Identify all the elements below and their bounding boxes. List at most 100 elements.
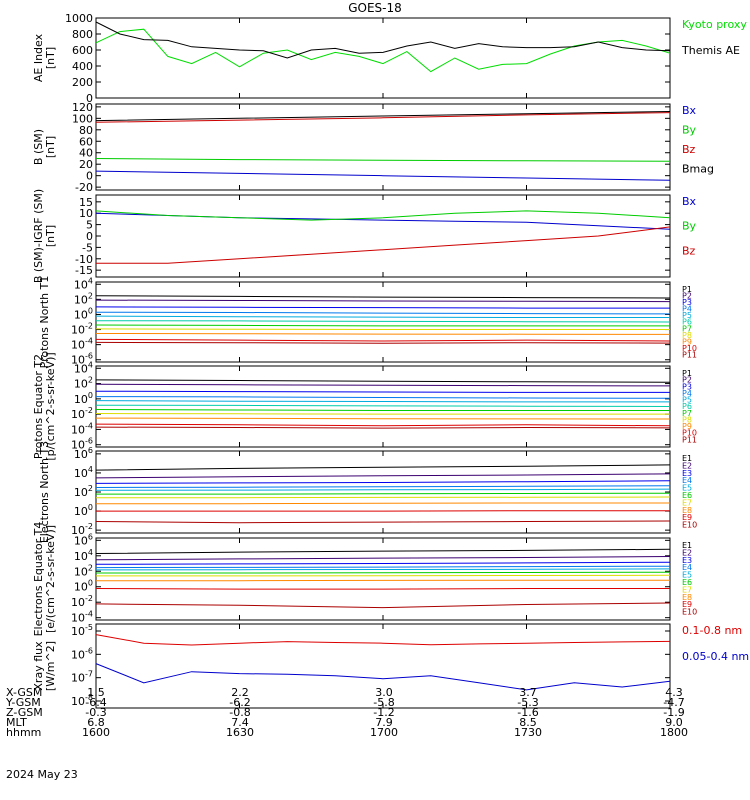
footer-value: 1700	[370, 726, 398, 739]
series-line	[95, 306, 670, 309]
legend-entry: P9	[682, 422, 692, 431]
y-tick-label: 106	[74, 446, 93, 461]
footer-value: -4.7	[663, 696, 685, 709]
footer-value: 1800	[660, 726, 688, 739]
footer-value: 2.2	[231, 686, 249, 699]
series-line	[95, 210, 671, 221]
y-tick-label: 100	[72, 112, 93, 125]
series-line	[95, 21, 671, 59]
y-tick-label: 600	[72, 44, 93, 57]
legend-entry: P5	[682, 311, 692, 320]
series-line	[95, 663, 671, 691]
series-line	[95, 480, 671, 484]
footer-value: -6.2	[229, 696, 251, 709]
legend-entry: By	[682, 124, 697, 137]
series-line	[95, 548, 671, 554]
y-tick-label: 120	[72, 101, 93, 114]
y-tick-label: 10-7	[71, 670, 93, 685]
y-tick-label: -5	[82, 241, 93, 254]
legend-entry: P7	[682, 409, 692, 418]
legend-entry: Kyoto proxy AE	[682, 18, 750, 31]
series-line	[96, 571, 671, 574]
legend-entry: E3	[682, 469, 692, 478]
y-tick-label: 10-2	[71, 406, 93, 421]
y-tick-label: 104	[74, 276, 93, 291]
series-line	[95, 324, 670, 327]
series-line	[95, 320, 671, 323]
legend-entry: P7	[682, 324, 692, 333]
series-line	[96, 226, 671, 264]
series-line	[95, 602, 671, 609]
legend-entry: By	[682, 220, 697, 233]
series-line	[95, 112, 671, 123]
legend-entry: E7	[682, 498, 692, 507]
footer-value: -5.3	[517, 696, 539, 709]
series-line	[95, 158, 671, 162]
footer-key: MLT	[6, 716, 27, 729]
legend-entry: P10	[682, 344, 697, 353]
series-line	[95, 295, 671, 299]
legend-entry: E2	[682, 548, 692, 557]
legend-entry: P8	[682, 415, 692, 424]
series-line	[95, 299, 671, 303]
legend-entry: E3	[682, 556, 692, 565]
y-tick-label: 10	[79, 207, 93, 220]
footer-value: 1.5	[87, 686, 105, 699]
legend-entry: E9	[682, 600, 692, 609]
series-line	[95, 588, 670, 590]
y-tick-label: 10-2	[71, 322, 93, 337]
footer-value: -6.4	[85, 696, 107, 709]
series-line	[95, 464, 671, 471]
series-line	[95, 383, 671, 387]
legend-entry: E2	[682, 461, 692, 470]
y-tick-label: 102	[74, 563, 93, 578]
legend-entry: E6	[682, 578, 692, 587]
y-tick-label: 10-2	[71, 522, 93, 537]
y-tick-label: -20	[75, 181, 93, 194]
series-line	[95, 488, 671, 491]
y-tick-label: 60	[79, 135, 93, 148]
y-tick-label: 10-6	[71, 352, 93, 367]
y-tick-label: 80	[79, 124, 93, 137]
legend-entry: E6	[682, 491, 692, 500]
y-tick-label: 10-6	[71, 646, 93, 661]
legend-entry: P2	[682, 376, 692, 385]
y-tick-label: 102	[74, 376, 93, 391]
y-tick-label: 10-8	[71, 693, 93, 708]
legend-entry: E1	[682, 454, 692, 463]
footer-key: Z-GSM	[6, 706, 43, 719]
series-line	[95, 404, 671, 407]
legend-entry: E8	[682, 506, 692, 515]
y-axis-label: [nT]	[44, 47, 57, 69]
footer-value: -1.2	[373, 706, 395, 719]
footer-value: 7.9	[375, 716, 393, 729]
y-tick-label: 102	[74, 291, 93, 306]
y-tick-label: 40	[79, 147, 93, 160]
y-tick-label: 104	[74, 465, 93, 480]
y-tick-label: 800	[72, 28, 93, 41]
series-line	[95, 170, 671, 181]
legend-entry: P4	[682, 389, 692, 398]
y-axis-label: Electrons Equator T4	[32, 522, 45, 637]
series-line	[95, 111, 671, 122]
series-line	[95, 561, 671, 565]
panel-frame	[95, 17, 671, 99]
series-line	[96, 579, 670, 582]
legend-entry: E10	[682, 521, 697, 530]
legend-entry: P11	[682, 435, 697, 444]
footer-value: 1600	[82, 726, 110, 739]
legend-entry: P9	[682, 337, 692, 346]
legend-entry: E4	[682, 563, 692, 572]
legend-entry: E10	[682, 608, 697, 617]
footer-value: 4.3	[665, 686, 683, 699]
series-line	[95, 390, 670, 393]
y-tick-label: 5	[86, 219, 93, 232]
footer-row-z-gsm: Z-GSM -0.3 -0.8 -1.2 -1.6 -1.9	[6, 706, 746, 719]
footer-row-hhmm: hhmm 1600 1630 1700 1730 1800	[6, 726, 746, 739]
date-label: 2024 May 23	[6, 768, 78, 781]
footer-value: 8.5	[519, 716, 537, 729]
series-line	[95, 556, 671, 561]
series-line	[95, 338, 671, 342]
series-line	[96, 502, 670, 505]
y-tick-label: 10-6	[71, 437, 93, 452]
